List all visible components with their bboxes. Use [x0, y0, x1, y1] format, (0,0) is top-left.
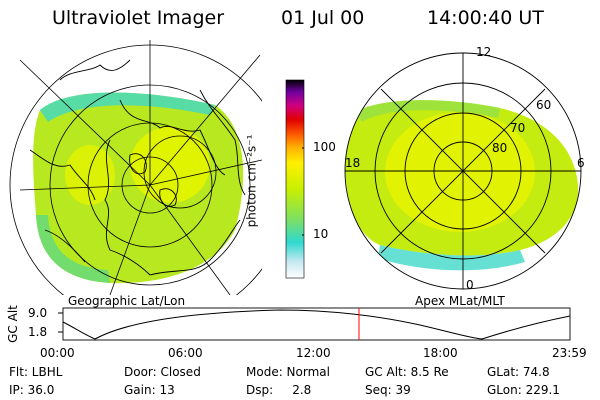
info-glon: GLon: 229.1	[487, 383, 560, 397]
geo-panel-label: Geographic Lat/Lon	[68, 294, 186, 308]
apex-panel-label: Apex MLat/MLT	[415, 294, 505, 308]
info-dsp: Dsp: 2.8	[246, 383, 312, 397]
time-tick-0600: 06:00	[168, 346, 203, 360]
lat-label-80: 80	[492, 141, 508, 155]
time-text: 14:00:40 UT	[427, 7, 544, 29]
info-ip: IP: 36.0	[9, 383, 55, 397]
lat-label-60: 60	[536, 98, 552, 112]
info-mode: Mode: Normal	[246, 365, 330, 379]
mlt-label-12: 12	[476, 45, 492, 59]
geographic-panel	[9, 40, 262, 295]
info-glat: GLat: 74.8	[487, 365, 550, 379]
altitude-axis-label: GC Alt	[5, 305, 20, 343]
info-seq: Seq: 39	[365, 383, 411, 397]
info-gain: Gain: 13	[124, 383, 175, 397]
altitude-ytick-high: 9.0	[28, 306, 48, 320]
altitude-curve	[62, 309, 571, 340]
lat-label-70: 70	[510, 121, 526, 135]
mlt-label-18: 18	[345, 156, 361, 170]
colorbar-unit-label: photon cm⁻²s⁻¹	[244, 134, 259, 228]
apex-panel	[344, 52, 582, 290]
altitude-plot	[58, 307, 571, 341]
time-tick-2359: 23:59	[552, 346, 587, 360]
coastlines	[29, 59, 246, 276]
info-gc-alt: GC Alt: 8.5 Re	[365, 365, 449, 379]
mlt-label-0: 0	[466, 278, 474, 292]
time-tick-0000: 00:00	[40, 346, 75, 360]
info-filter: Flt: LBHL	[9, 365, 63, 379]
mlt-label-6: 6	[577, 156, 585, 170]
time-tick-1200: 12:00	[296, 346, 331, 360]
altitude-ytick-low: 1.8	[28, 325, 48, 339]
info-door: Door: Closed	[124, 365, 201, 379]
colorbar	[285, 79, 305, 279]
colorbar-tick-100: 100	[313, 140, 336, 154]
date-text: 01 Jul 00	[281, 7, 365, 29]
colorbar-tick-10: 10	[313, 227, 329, 241]
app-title: Ultraviolet Imager	[52, 7, 225, 29]
time-tick-1800: 18:00	[423, 346, 458, 360]
